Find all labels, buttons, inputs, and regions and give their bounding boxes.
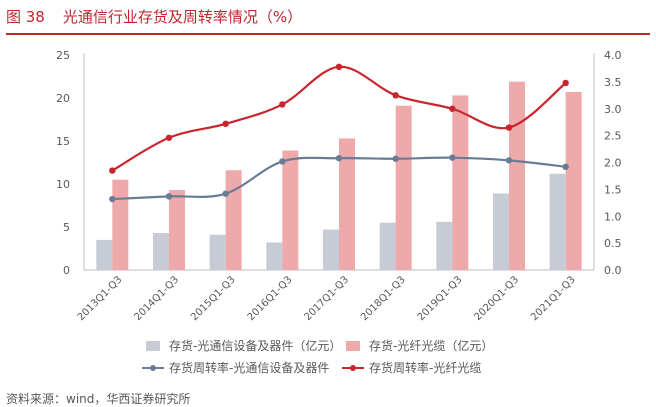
line-point <box>165 193 173 200</box>
bar <box>153 233 169 270</box>
line-point <box>109 167 116 174</box>
y2-tick-label: 3.5 <box>604 76 622 89</box>
y-tick-label: 25 <box>56 49 70 62</box>
bar <box>112 179 129 270</box>
bar <box>509 81 525 270</box>
line-point <box>335 155 343 162</box>
bar <box>339 138 355 270</box>
y2-tick-label: 4.0 <box>604 49 622 62</box>
y2-tick-label: 1.5 <box>604 183 622 196</box>
lines <box>109 63 569 203</box>
bar <box>209 234 226 270</box>
x-tick-label: 2016Q1-Q3 <box>246 274 295 323</box>
line-point <box>222 120 229 128</box>
line-point <box>449 154 456 161</box>
line-point <box>109 195 116 203</box>
x-tick-label: 2013Q1-Q3 <box>76 274 125 323</box>
line-point <box>505 157 513 164</box>
y2-tick-label: 1.0 <box>604 210 622 223</box>
y2-tick-label: 0.0 <box>604 264 622 277</box>
x-tick-label: 2015Q1-Q3 <box>189 274 238 323</box>
bars <box>96 81 582 271</box>
bar <box>493 193 509 270</box>
axes: 0 5 10 15 20 25 0.0 0.5 1.0 1.5 2.0 2.5 3.0 3.5 4.0 201… <box>56 49 622 323</box>
x-tick-label: 2021Q1-Q3 <box>529 274 578 323</box>
title-rule <box>6 33 650 35</box>
bar <box>549 173 566 270</box>
x-tick-label: 2017Q1-Q3 <box>302 274 351 323</box>
y-tick-label: 10 <box>56 178 70 191</box>
x-tick-label: 2020Q1-Q3 <box>472 274 521 323</box>
y2-tick-label: 3.0 <box>604 103 622 116</box>
legend-swatch <box>346 341 360 351</box>
line-point <box>279 158 286 165</box>
bar <box>565 91 582 270</box>
bar <box>452 95 469 270</box>
bar <box>282 150 299 270</box>
y-tick-label: 5 <box>63 221 70 234</box>
legend-label: 存货周转率-光通信设备及器件 <box>169 360 329 375</box>
x-tick-label: 2014Q1-Q3 <box>132 274 181 323</box>
legend-label: 存货-光通信设备及器件（亿元） <box>169 338 341 353</box>
figure-title-text: 光通信行业存货及周转率情况（%） <box>62 8 303 26</box>
legend-marker <box>150 365 156 371</box>
bar <box>96 239 113 270</box>
legend-label: 存货-光纤光缆（亿元） <box>369 338 493 353</box>
y2-tick-label: 2.5 <box>604 130 622 143</box>
legend-swatch <box>146 341 160 351</box>
line-point <box>392 92 399 99</box>
line-point <box>222 190 229 197</box>
line-point <box>392 155 399 162</box>
y-tick-label: 20 <box>56 92 70 105</box>
figure-title: 图 38 光通信行业存货及周转率情况（%） <box>6 6 302 27</box>
y-tick-label: 15 <box>56 135 70 148</box>
x-tick-label: 2018Q1-Q3 <box>359 274 408 323</box>
line-point <box>335 63 343 71</box>
line-point <box>165 134 173 141</box>
legend: 存货-光通信设备及器件（亿元） 存货-光纤光缆（亿元） 存货周转率-光通信设备及器件… <box>142 338 493 375</box>
x-tick-label: 2019Q1-Q3 <box>416 274 465 323</box>
line-point <box>505 124 513 131</box>
source-note: 资料来源：wind，华西证券研究所 <box>6 392 191 406</box>
bar <box>436 221 453 270</box>
y2-tick-label: 0.5 <box>604 237 622 250</box>
bar <box>379 222 396 270</box>
line-point <box>562 163 569 170</box>
legend-marker <box>350 365 356 371</box>
y2-tick-label: 2.0 <box>604 157 622 170</box>
bar <box>395 105 412 271</box>
figure-number: 图 38 <box>6 8 45 26</box>
y-tick-label: 0 <box>63 264 70 277</box>
bar <box>266 242 283 270</box>
line-point <box>279 101 286 108</box>
bar <box>323 229 339 270</box>
bar <box>169 190 185 270</box>
bar <box>225 170 242 270</box>
line-point <box>562 79 569 87</box>
legend-label: 存货周转率-光纤光缆 <box>369 360 481 375</box>
line-point <box>449 105 456 112</box>
